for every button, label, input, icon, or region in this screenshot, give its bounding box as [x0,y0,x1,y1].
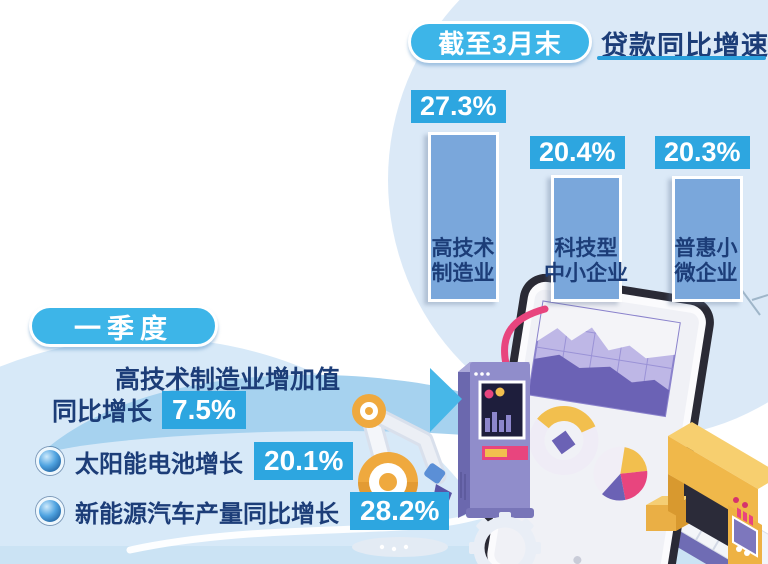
headline-value: 7.5% [162,391,246,429]
bar-value-label: 20.4% [530,136,625,169]
kiosk-machine-illustration [458,305,549,518]
cable [501,305,549,368]
bar-value-label: 27.3% [411,90,506,123]
period-badge: 截至3月末 [408,21,592,63]
bullet-label: 新能源汽车产量同比增长 [75,500,339,528]
bar-value-label: 20.3% [655,136,750,169]
bar-category-line1: 科技型 [554,237,618,260]
triangle-shape [430,368,462,432]
bar-category-line2: 微企业 [674,262,738,285]
bar-category-line2: 中小企业 [544,262,628,285]
bullet-dot-icon [36,447,64,475]
bar-category-label: 高技术 制造业 [400,236,526,286]
bullet-value: 20.1% [254,442,354,480]
gear-icon [469,512,541,564]
bar-category-line1: 高技术 [431,237,495,260]
bar-category-label: 科技型 中小企业 [523,236,649,286]
bullet-row-nev: 新能源汽车产量同比增长 28.2% [36,492,450,530]
bar-tech-smes [551,175,622,302]
bar-inclusive-micro-enterprises [672,176,743,302]
title-underline [597,56,766,60]
scanner-machine-illustration [668,422,768,564]
bullet-dot-icon [36,497,64,525]
headline-line1: 高技术制造业增加值 [115,366,341,394]
bar-high-tech-manufacturing [428,132,499,302]
headline-line2: 同比增长 7.5% [52,391,246,429]
tablet-analytics-illustration [479,273,714,564]
bar-category-line2: 制造业 [431,262,495,285]
quarter-badge: 一季度 [29,305,218,347]
bar-category-label: 普惠小 微企业 [643,236,768,286]
headline-line2-label: 同比增长 [52,398,153,426]
bullet-value: 28.2% [350,492,450,530]
bullet-label: 太阳能电池增长 [75,450,243,478]
bullet-row-solar: 太阳能电池增长 20.1% [36,442,354,480]
bar-category-line1: 普惠小 [674,237,738,260]
